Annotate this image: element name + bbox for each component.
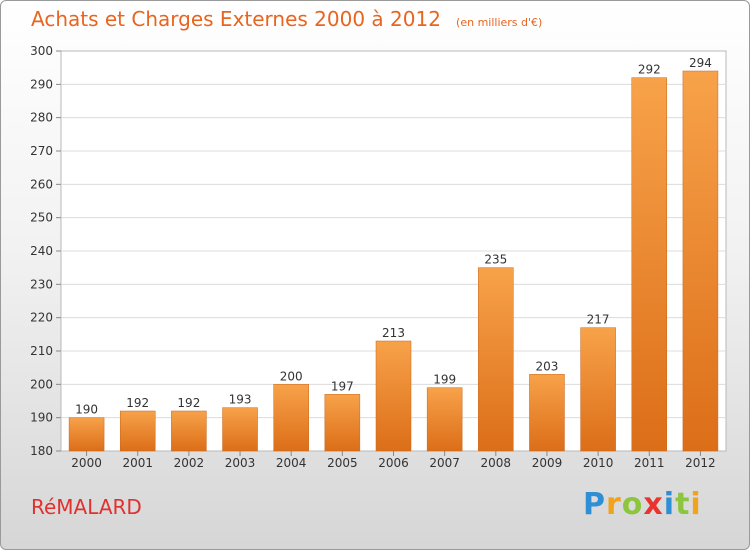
x-tick-label: 2005	[327, 456, 358, 470]
y-tick-labels: 180 190 200 210 220 230 240 250 260 270 280 290 300	[30, 44, 53, 458]
chart-unit: (en milliers d'€)	[456, 16, 543, 29]
proxiti-logo: Proxiti	[583, 487, 702, 522]
value-label: 192	[126, 396, 149, 410]
y-tick-label: 210	[30, 344, 53, 358]
bar	[426, 387, 463, 452]
bar	[222, 407, 258, 452]
value-label: 235	[484, 253, 507, 267]
value-labels: 190 192 192 193 200 197 213 199 235 203 217 292 294	[75, 56, 712, 417]
bar	[682, 70, 719, 452]
bar	[171, 410, 207, 452]
value-label: 213	[382, 326, 405, 340]
x-tick-label: 2012	[685, 456, 716, 470]
value-label: 294	[689, 56, 712, 70]
y-tick-label: 200	[30, 377, 53, 391]
x-tick-labels: 2000 2001 2002 2003 2004 2005 2006 2007 2008 2009…	[71, 456, 715, 470]
value-label: 192	[177, 396, 200, 410]
bar	[68, 417, 105, 452]
y-tick-label: 220	[30, 311, 53, 325]
y-tick-label: 260	[30, 177, 53, 191]
value-label: 190	[75, 403, 98, 417]
y-tick-label: 250	[30, 211, 53, 225]
x-tick-label: 2000	[71, 456, 102, 470]
value-label: 193	[229, 393, 252, 407]
value-label: 292	[638, 63, 661, 77]
bars	[68, 70, 719, 452]
value-label: 203	[536, 359, 559, 373]
x-tick-label: 2010	[583, 456, 614, 470]
x-tick-label: 2003	[225, 456, 256, 470]
y-tick-label: 280	[30, 111, 53, 125]
bar	[273, 384, 309, 452]
x-tick-label: 2008	[481, 456, 512, 470]
x-tick-label: 2006	[378, 456, 409, 470]
x-tick-label: 2009	[532, 456, 563, 470]
logo-letter: r	[606, 487, 622, 522]
y-tick-label: 270	[30, 144, 53, 158]
bar	[324, 394, 361, 452]
y-tick-label: 300	[30, 44, 53, 58]
y-tick-label: 230	[30, 277, 53, 291]
logo-letter: t	[675, 487, 691, 522]
bar	[631, 77, 668, 452]
logo-letter: o	[621, 487, 644, 522]
value-label: 200	[280, 369, 303, 383]
x-tick-label: 2001	[122, 456, 153, 470]
place-name: RéMALARD	[31, 495, 142, 519]
x-tick-label: 2011	[634, 456, 665, 470]
value-label: 217	[587, 313, 610, 327]
y-tick-label: 290	[30, 77, 53, 91]
chart-title: Achats et Charges Externes 2000 à 2012	[31, 7, 441, 31]
bar	[580, 327, 616, 452]
value-label: 199	[433, 373, 456, 387]
logo-letter: x	[643, 487, 664, 522]
bar	[375, 340, 412, 452]
y-tick-label: 190	[30, 411, 53, 425]
y-tick-label: 180	[30, 444, 53, 458]
x-tick-label: 2007	[429, 456, 460, 470]
y-tick-label: 240	[30, 244, 53, 258]
value-label: 197	[331, 379, 354, 393]
logo-letter: P	[583, 487, 606, 522]
title-row: Achats et Charges Externes 2000 à 2012 (…	[31, 7, 542, 31]
x-tick-label: 2004	[276, 456, 307, 470]
logo-letter: i	[663, 487, 676, 522]
bar	[478, 267, 514, 452]
bar	[529, 374, 565, 452]
bar	[119, 410, 156, 452]
x-tick-label: 2002	[174, 456, 205, 470]
logo-letter: i	[690, 487, 702, 522]
